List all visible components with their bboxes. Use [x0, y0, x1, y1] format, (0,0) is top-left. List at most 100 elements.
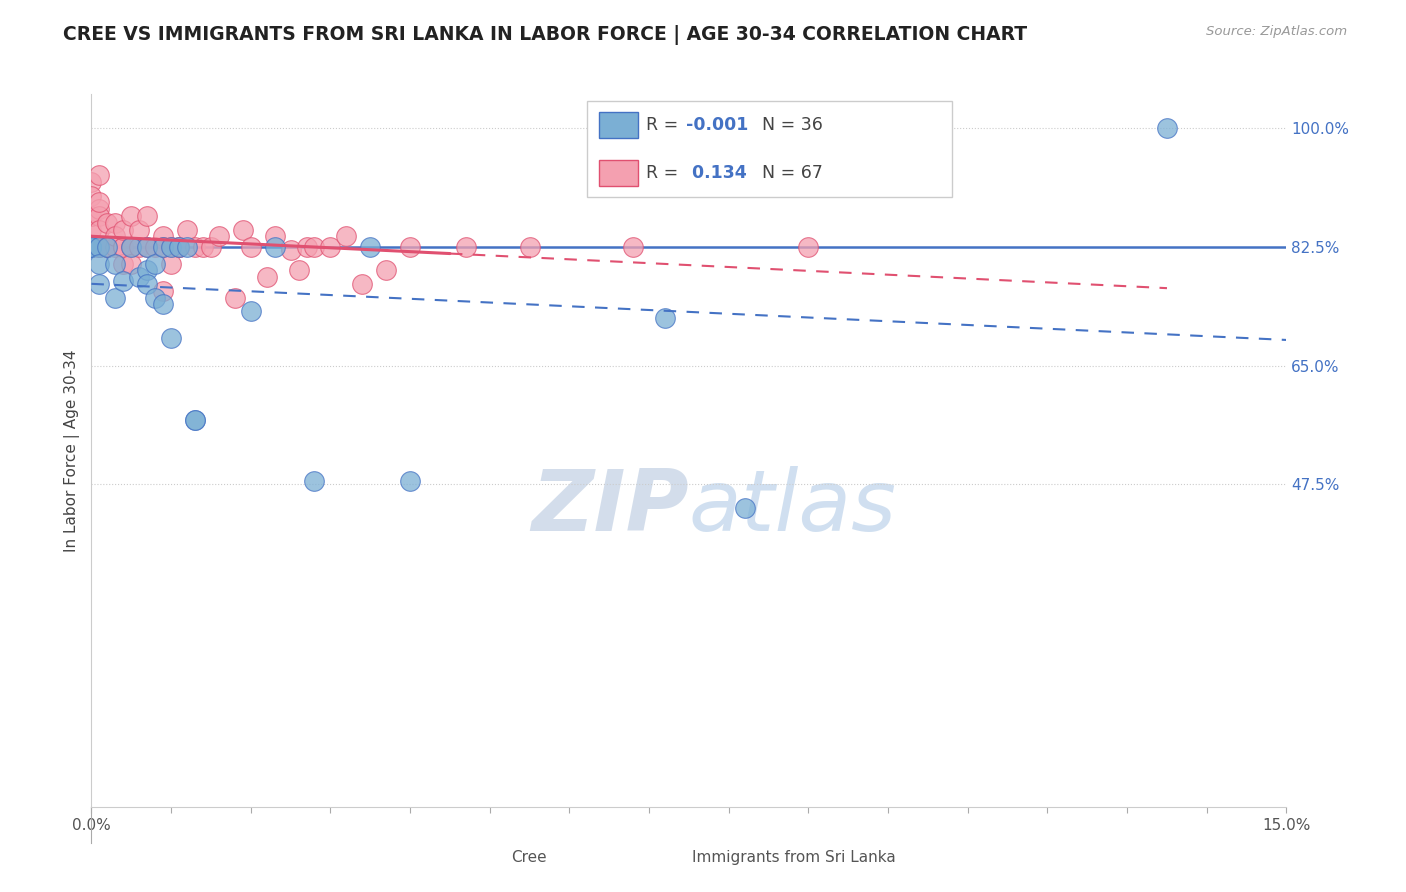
- Point: [399, 474, 422, 488]
- Point: [112, 239, 135, 253]
- Point: [239, 304, 262, 318]
- Point: [399, 239, 422, 253]
- Point: [89, 239, 111, 253]
- Text: Cree: Cree: [512, 850, 547, 865]
- Point: [120, 256, 142, 270]
- Point: [152, 297, 174, 311]
- Point: [304, 474, 326, 488]
- Point: [128, 239, 150, 253]
- Point: [136, 239, 159, 253]
- Point: [96, 239, 118, 253]
- Point: [143, 256, 166, 270]
- Text: 0.134: 0.134: [686, 164, 747, 182]
- Point: [519, 239, 541, 253]
- Text: Source: ZipAtlas.com: Source: ZipAtlas.com: [1206, 25, 1347, 38]
- Point: [104, 256, 127, 270]
- Point: [359, 239, 381, 253]
- Point: [104, 291, 127, 305]
- Point: [184, 239, 207, 253]
- Point: [167, 239, 190, 253]
- Point: [80, 239, 103, 253]
- Point: [136, 209, 159, 223]
- Point: [104, 239, 127, 253]
- Text: R =: R =: [647, 164, 685, 182]
- Point: [287, 263, 309, 277]
- Point: [120, 209, 142, 223]
- Point: [80, 239, 103, 253]
- Point: [80, 222, 103, 236]
- Point: [80, 239, 103, 253]
- Point: [152, 284, 174, 298]
- Point: [112, 256, 135, 270]
- Text: ZIP: ZIP: [531, 466, 689, 549]
- Point: [143, 239, 166, 253]
- Point: [239, 239, 262, 253]
- Point: [191, 239, 214, 253]
- Point: [80, 239, 103, 253]
- Point: [654, 310, 676, 325]
- Point: [160, 331, 183, 345]
- Point: [335, 229, 357, 244]
- Text: R =: R =: [647, 116, 685, 134]
- Point: [621, 239, 644, 253]
- Point: [128, 270, 150, 285]
- Point: [319, 239, 342, 253]
- Point: [80, 239, 103, 253]
- Point: [184, 413, 207, 427]
- Point: [734, 501, 756, 516]
- Point: [89, 195, 111, 210]
- Text: N = 36: N = 36: [762, 116, 823, 134]
- Text: CREE VS IMMIGRANTS FROM SRI LANKA IN LABOR FORCE | AGE 30-34 CORRELATION CHART: CREE VS IMMIGRANTS FROM SRI LANKA IN LAB…: [63, 25, 1028, 45]
- Point: [89, 256, 111, 270]
- Point: [224, 291, 246, 305]
- Point: [96, 239, 118, 253]
- Point: [152, 239, 174, 253]
- Point: [280, 243, 302, 257]
- Point: [167, 239, 190, 253]
- Point: [263, 229, 285, 244]
- Point: [80, 209, 103, 223]
- Point: [160, 256, 183, 270]
- Point: [256, 270, 278, 285]
- Point: [80, 239, 103, 253]
- Point: [104, 216, 127, 230]
- Point: [80, 239, 103, 253]
- Point: [304, 239, 326, 253]
- Point: [143, 291, 166, 305]
- Point: [167, 239, 190, 253]
- Y-axis label: In Labor Force | Age 30-34: In Labor Force | Age 30-34: [65, 349, 80, 552]
- Point: [797, 239, 820, 253]
- Text: atlas: atlas: [689, 466, 897, 549]
- Point: [120, 239, 142, 253]
- Text: Immigrants from Sri Lanka: Immigrants from Sri Lanka: [692, 850, 896, 865]
- Point: [232, 222, 254, 236]
- Point: [80, 175, 103, 189]
- Point: [80, 239, 103, 253]
- Point: [89, 239, 111, 253]
- Point: [295, 239, 318, 253]
- Point: [89, 168, 111, 182]
- Point: [136, 239, 159, 253]
- Point: [375, 263, 398, 277]
- Point: [80, 239, 103, 253]
- Point: [176, 222, 198, 236]
- Point: [136, 263, 159, 277]
- Point: [176, 239, 198, 253]
- Point: [89, 202, 111, 217]
- Point: [80, 188, 103, 202]
- Point: [80, 239, 103, 253]
- Point: [96, 216, 118, 230]
- Point: [200, 239, 222, 253]
- Point: [96, 239, 118, 253]
- Point: [112, 274, 135, 288]
- Point: [263, 239, 285, 253]
- Point: [112, 239, 135, 253]
- Text: N = 67: N = 67: [762, 164, 823, 182]
- Point: [152, 239, 174, 253]
- Point: [112, 222, 135, 236]
- Point: [160, 239, 183, 253]
- Point: [352, 277, 374, 291]
- Point: [1156, 120, 1178, 135]
- Point: [136, 277, 159, 291]
- Point: [208, 229, 231, 244]
